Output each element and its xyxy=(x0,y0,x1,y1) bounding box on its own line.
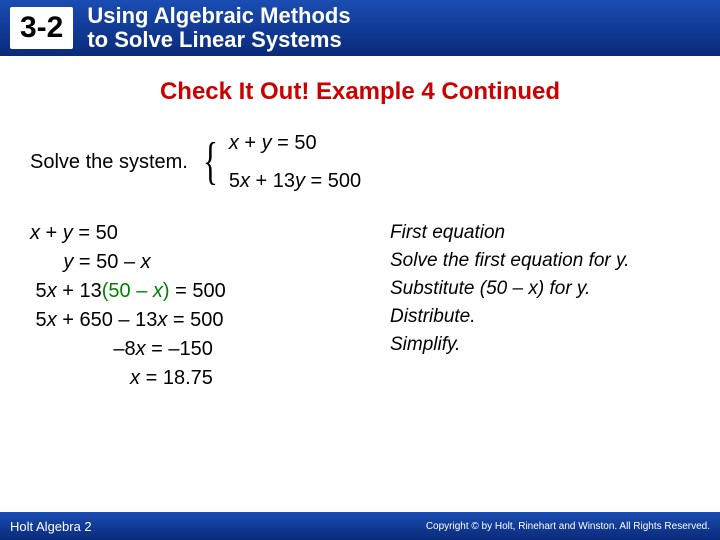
step-4: 5x + 650 – 13x = 500 xyxy=(30,309,360,332)
step-1: x + y = 50 xyxy=(30,222,360,245)
problem-row: Solve the system. { x + y = 50 5x + 13y … xyxy=(30,124,690,200)
step-3: 5x + 13(50 – x) = 500 xyxy=(30,280,360,303)
step-5: –8x = –150 xyxy=(30,338,360,361)
system-equations: x + y = 50 5x + 13y = 500 xyxy=(229,124,361,200)
footer-book-title: Holt Algebra 2 xyxy=(10,519,92,534)
brace-symbol: { xyxy=(203,141,218,183)
explain-5: Simplify. xyxy=(390,334,690,356)
example-subheader: Check It Out! Example 4 Continued xyxy=(0,78,720,106)
explain-2: Solve the first equation for y. xyxy=(390,250,690,272)
eq2: 5x + 13y = 500 xyxy=(229,162,361,200)
header-bar: 3-2 Using Algebraic Methods to Solve Lin… xyxy=(0,0,720,56)
solve-label: Solve the system. xyxy=(30,151,188,174)
footer-bar: Holt Algebra 2 Copyright © by Holt, Rine… xyxy=(0,512,720,540)
explain-4: Distribute. xyxy=(390,306,690,328)
system-brace: { x + y = 50 5x + 13y = 500 xyxy=(198,124,361,200)
step-6: x = 18.75 xyxy=(30,367,360,390)
step-2: y = 50 – x xyxy=(30,251,360,274)
explain-3: Substitute (50 – x) for y. xyxy=(390,278,690,300)
steps-equations: x + y = 50 y = 50 – x 5x + 13(50 – x) = … xyxy=(30,222,360,396)
title-line1: Using Algebraic Methods xyxy=(87,3,350,28)
content-area: Solve the system. { x + y = 50 5x + 13y … xyxy=(0,106,720,396)
eq1: x + y = 50 xyxy=(229,124,361,162)
footer-copyright: Copyright © by Holt, Rinehart and Winsto… xyxy=(426,521,710,532)
section-number: 3-2 xyxy=(10,7,73,49)
explain-1: First equation xyxy=(390,222,690,244)
steps-wrap: x + y = 50 y = 50 – x 5x + 13(50 – x) = … xyxy=(30,222,690,396)
header-title: Using Algebraic Methods to Solve Linear … xyxy=(87,4,350,52)
title-line2: to Solve Linear Systems xyxy=(87,27,341,52)
steps-explanations: First equation Solve the first equation … xyxy=(390,222,690,396)
